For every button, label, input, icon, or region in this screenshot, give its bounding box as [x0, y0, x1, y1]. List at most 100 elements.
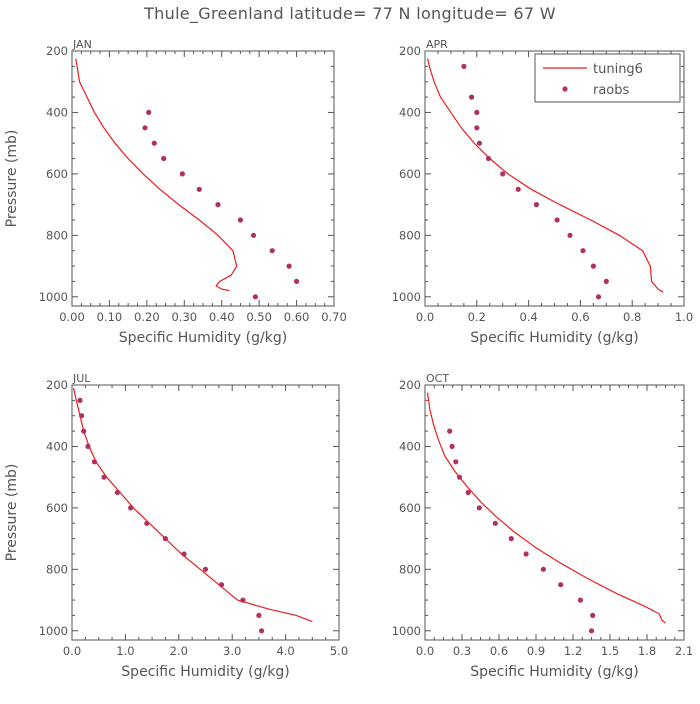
- data-point-raobs: [580, 248, 586, 254]
- x-axis-label: Specific Humidity (g/kg): [119, 330, 287, 346]
- y-tick-label: 400: [399, 439, 421, 453]
- y-tick-label: 600: [399, 501, 421, 515]
- x-tick-label: 0.0: [416, 644, 434, 658]
- data-point-raobs: [179, 171, 185, 177]
- data-point-raobs: [558, 582, 564, 588]
- data-point-raobs: [269, 248, 275, 254]
- x-tick-label: 0.70: [321, 310, 347, 324]
- x-tick-label: 0.2: [468, 310, 486, 324]
- x-tick-label: 0.40: [209, 310, 235, 324]
- data-point-raobs: [476, 505, 482, 511]
- y-tick-label: 1000: [392, 290, 421, 304]
- data-point-raobs: [453, 459, 459, 465]
- data-point-raobs: [162, 536, 168, 542]
- data-point-raobs: [595, 294, 602, 300]
- x-tick-label: 0.9: [527, 644, 545, 658]
- data-point-raobs: [77, 397, 83, 403]
- x-tick-label: 0.10: [97, 310, 123, 324]
- y-tick-label: 600: [46, 167, 68, 181]
- data-point-raobs: [447, 428, 453, 434]
- data-point-raobs: [508, 536, 514, 542]
- legend-label-tuning6: tuning6: [593, 62, 643, 77]
- x-tick-label: 0.20: [134, 310, 160, 324]
- x-axis-label: Specific Humidity (g/kg): [470, 330, 638, 346]
- plot-frame: [424, 384, 685, 641]
- y-tick-label: 1000: [392, 624, 421, 638]
- data-point-raobs: [128, 505, 134, 511]
- y-axis-label: Pressure (mb): [4, 130, 20, 228]
- data-point-raobs: [461, 63, 467, 69]
- x-tick-label: 2.1: [675, 644, 693, 658]
- data-point-raobs: [523, 551, 529, 557]
- data-point-raobs: [240, 597, 246, 603]
- x-tick-label: 1.5: [601, 644, 619, 658]
- figure-title: Thule_Greenland latitude= 77 N longitude…: [144, 4, 556, 23]
- x-tick-label: 0.4: [519, 310, 537, 324]
- x-tick-label: 0.50: [246, 310, 272, 324]
- x-tick-label: 3.0: [223, 644, 241, 658]
- data-point-raobs: [469, 94, 475, 100]
- data-point-raobs: [181, 551, 187, 557]
- panel-label: APR: [426, 38, 448, 51]
- legend-label-raobs: raobs: [593, 83, 630, 98]
- y-tick-label: 600: [399, 167, 421, 181]
- y-tick-label: 1000: [39, 290, 68, 304]
- panel-label: JAN: [72, 38, 92, 51]
- x-tick-label: 1.0: [116, 644, 134, 658]
- y-tick-label: 1000: [39, 624, 68, 638]
- y-tick-label: 800: [399, 562, 421, 576]
- x-tick-label: 2.0: [170, 644, 188, 658]
- data-point-raobs: [533, 202, 540, 208]
- data-point-raobs: [101, 474, 107, 480]
- y-tick-label: 200: [399, 44, 421, 58]
- x-tick-label: 0.0: [416, 310, 434, 324]
- legend-dot-swatch: [562, 86, 568, 92]
- y-tick-label: 400: [46, 105, 68, 119]
- data-point-raobs: [540, 566, 547, 572]
- panel-label: OCT: [426, 372, 449, 385]
- x-tick-label: 0.0: [63, 644, 81, 658]
- data-point-raobs: [256, 612, 262, 619]
- data-point-raobs: [218, 582, 225, 588]
- y-tick-label: 200: [399, 378, 421, 392]
- x-tick-label: 1.8: [638, 644, 656, 658]
- data-point-raobs: [259, 628, 265, 634]
- legend: tuning6 raobs: [534, 53, 681, 103]
- y-tick-label: 800: [399, 228, 421, 242]
- data-point-raobs: [476, 140, 482, 146]
- x-tick-label: 0.00: [59, 310, 85, 324]
- data-point-raobs: [202, 566, 209, 572]
- data-point-raobs: [286, 263, 292, 269]
- data-point-raobs: [567, 232, 573, 238]
- panel-label: JUL: [72, 372, 91, 385]
- x-tick-label: 0.3: [453, 644, 471, 658]
- x-tick-label: 0.30: [171, 310, 197, 324]
- data-point-raobs: [161, 155, 167, 162]
- y-tick-label: 200: [46, 44, 68, 58]
- data-point-raobs: [81, 428, 87, 434]
- data-point-raobs: [500, 171, 506, 177]
- x-tick-label: 0.6: [571, 310, 589, 324]
- x-axis-label: Specific Humidity (g/kg): [121, 664, 289, 680]
- y-tick-label: 400: [399, 105, 421, 119]
- data-point-raobs: [91, 459, 97, 465]
- data-point-raobs: [144, 520, 150, 526]
- data-point-raobs: [590, 263, 597, 269]
- data-point-raobs: [588, 628, 595, 634]
- series-line-tuning6: [75, 58, 238, 292]
- data-point-raobs: [465, 489, 471, 496]
- series-line-tuning6: [73, 387, 313, 623]
- data-point-raobs: [215, 202, 221, 208]
- data-point-raobs: [237, 217, 243, 223]
- x-tick-label: 5.0: [330, 644, 348, 658]
- y-tick-label: 400: [46, 439, 68, 453]
- y-tick-label: 200: [46, 378, 68, 392]
- x-tick-label: 0.60: [284, 310, 310, 324]
- data-point-raobs: [151, 140, 157, 146]
- data-point-raobs: [456, 474, 463, 480]
- panel-jul: 0.0 1.0 2.0 3.0 4.0 5.0 200 400 600 800 1000 JUL Spe…: [4, 372, 348, 680]
- x-tick-label: 1.2: [564, 644, 582, 658]
- data-point-raobs: [252, 294, 258, 300]
- data-point-raobs: [85, 443, 91, 449]
